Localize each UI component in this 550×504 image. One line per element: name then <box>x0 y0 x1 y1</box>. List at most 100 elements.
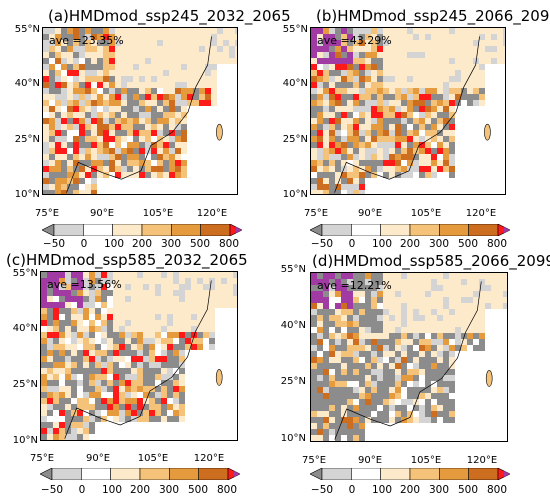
average-label: ave =43.29% <box>317 34 392 47</box>
panel-title: (a)HMDmod_ssp245_2032_2065 <box>48 7 291 25</box>
lat-label: 55°N <box>12 268 38 279</box>
colorbar-segment <box>83 224 113 236</box>
island <box>485 370 493 387</box>
colorbar-low-extend <box>310 224 323 236</box>
lon-label: 90°E <box>89 208 115 219</box>
colorbar-segment <box>468 224 499 236</box>
colorbar-segment <box>51 468 82 480</box>
colorbar-label: 300 <box>428 238 450 250</box>
colorbar-label: −50 <box>42 238 66 250</box>
lon-label: 75°E <box>29 453 55 464</box>
colorbar-segment <box>351 224 381 236</box>
colorbar-high-tip <box>236 227 242 233</box>
colorbar-high-tip <box>504 471 510 477</box>
island <box>484 123 491 141</box>
map-area: ave =43.29% <box>310 27 506 195</box>
colorbar-segment <box>321 468 352 480</box>
map-area: ave =12.21% <box>310 272 508 442</box>
colorbar-segment <box>198 468 229 480</box>
colorbar-label: 300 <box>160 238 182 250</box>
colorbar-segment <box>53 224 84 236</box>
lat-label: 25°N <box>12 379 38 390</box>
map-field <box>43 28 237 194</box>
panel-title: (b)HMDmod_ssp245_2066_2099 <box>316 7 550 25</box>
colorbar-segment <box>112 224 143 236</box>
lat-label: 55°N <box>14 24 40 35</box>
colorbar-segment <box>139 468 170 480</box>
colorbar-segment <box>409 224 440 236</box>
map-field <box>311 273 507 441</box>
map-area: ave =13.56% <box>40 271 238 441</box>
lon-label: 90°E <box>357 455 383 466</box>
colorbar-label: 500 <box>189 238 211 250</box>
colorbar-low-extend <box>40 468 53 480</box>
colorbar-label: −50 <box>310 484 334 496</box>
colorbar <box>310 224 510 236</box>
island <box>215 369 223 386</box>
lat-label: 10°N <box>12 435 38 446</box>
colorbar-segment <box>380 468 411 480</box>
colorbar-segment <box>351 468 381 480</box>
lon-label: 120°E <box>466 455 498 466</box>
colorbar-label: 0 <box>78 484 86 496</box>
colorbar <box>40 468 240 480</box>
lon-label: 105°E <box>142 208 174 219</box>
panel-title: (c)HMDmod_ssp585_2032_2065 <box>6 251 248 269</box>
lat-label: 40°N <box>14 78 40 89</box>
lon-label: 75°E <box>34 208 60 219</box>
colorbar-segment <box>380 224 411 236</box>
colorbar-label: 500 <box>457 484 479 496</box>
colorbar-high-tip <box>504 227 510 233</box>
lon-label: 90°E <box>357 208 383 219</box>
colorbar-label: 800 <box>486 484 508 496</box>
map-area: ave =23.35% <box>42 27 238 195</box>
average-label: ave =13.56% <box>47 278 122 291</box>
colorbar-label: 100 <box>371 484 393 496</box>
colorbar-segment <box>439 468 469 480</box>
lon-label: 120°E <box>465 208 497 219</box>
colorbar-label: 500 <box>457 238 479 250</box>
colorbar-label: 100 <box>103 238 125 250</box>
colorbar-label: 100 <box>371 238 393 250</box>
colorbar-segment <box>439 224 469 236</box>
lat-label: 40°N <box>12 323 38 334</box>
lat-label: 55°N <box>280 264 306 275</box>
colorbar-segment <box>169 468 199 480</box>
colorbar-label: 0 <box>348 484 356 496</box>
colorbar-label: 800 <box>218 238 240 250</box>
colorbar-segment <box>141 224 172 236</box>
colorbar-label: 800 <box>216 484 238 496</box>
lon-label: 105°E <box>410 208 442 219</box>
colorbar <box>42 224 242 236</box>
lat-label: 10°N <box>282 189 308 200</box>
colorbar-label: −50 <box>40 484 64 496</box>
colorbar-label: 500 <box>187 484 209 496</box>
lat-label: 25°N <box>14 134 40 145</box>
coastline <box>334 36 480 193</box>
colorbar-label: 200 <box>399 484 421 496</box>
island <box>216 123 223 141</box>
lat-label: 10°N <box>14 189 40 200</box>
colorbar-segment <box>409 468 440 480</box>
coastline <box>334 281 482 440</box>
colorbar-segment <box>468 468 499 480</box>
lon-label: 75°E <box>301 455 327 466</box>
colorbar-segment <box>200 224 231 236</box>
lon-label: 75°E <box>303 208 329 219</box>
lat-label: 25°N <box>280 376 306 387</box>
panel-title: (d)HMDmod_ssp585_2066_2099 <box>312 252 550 270</box>
colorbar <box>310 468 510 480</box>
lon-label: 105°E <box>410 455 442 466</box>
colorbar-segment <box>171 224 201 236</box>
lat-label: 55°N <box>282 24 308 35</box>
colorbar-label: 100 <box>101 484 123 496</box>
colorbar-segment <box>321 224 352 236</box>
average-label: ave =23.35% <box>49 34 124 47</box>
colorbar-label: 300 <box>428 484 450 496</box>
colorbar-segment <box>81 468 111 480</box>
lat-label: 10°N <box>280 433 306 444</box>
average-label: ave =12.21% <box>317 279 392 292</box>
lon-label: 120°E <box>196 208 228 219</box>
colorbar-low-extend <box>310 468 323 480</box>
lon-label: 105°E <box>137 453 169 464</box>
